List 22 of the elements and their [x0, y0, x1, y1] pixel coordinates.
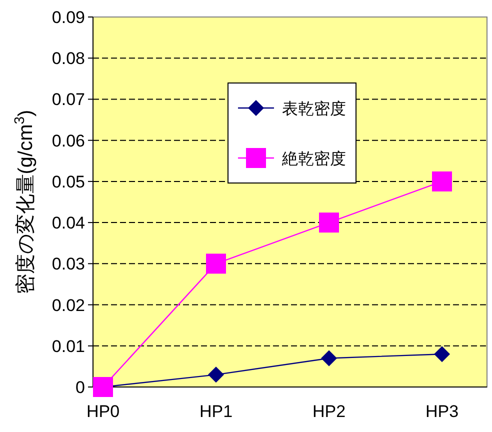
point — [432, 171, 452, 192]
y-tick-label: 0.03 — [52, 254, 85, 274]
x-tick-label: HP2 — [312, 402, 346, 421]
point — [434, 346, 450, 362]
point — [321, 350, 337, 366]
y-tick-label: 0.06 — [52, 131, 85, 150]
x-tick-label: HP1 — [199, 402, 233, 421]
y-tick-label: 0 — [76, 378, 85, 397]
y-tick-label: 0.02 — [52, 296, 85, 315]
y-tick-label: 0.04 — [52, 214, 85, 233]
y-tick-label: 0.01 — [52, 336, 85, 356]
y-tick-label: 0.07 — [52, 90, 85, 110]
legend-label: 絶乾密度 — [281, 150, 346, 168]
x-tick-label: HP3 — [425, 402, 459, 421]
y-tick-label: 0.05 — [52, 172, 85, 192]
point — [206, 254, 226, 274]
point — [319, 212, 339, 233]
legend-label: 表乾密度 — [282, 100, 346, 118]
x-tick-label: HP0 — [86, 402, 120, 421]
y-tick-label: 0.09 — [52, 8, 85, 27]
point — [208, 366, 224, 383]
y-tick-label: 0.08 — [52, 49, 85, 68]
